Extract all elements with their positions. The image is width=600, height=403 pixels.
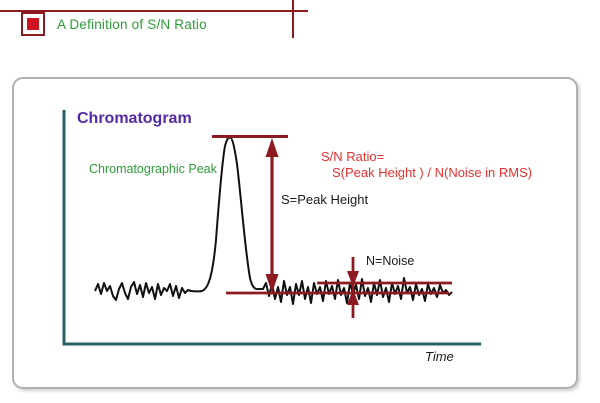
signal-height-label: S=Peak Height — [281, 192, 369, 207]
bullet-square-fill — [27, 18, 39, 30]
header-vertical-rule — [292, 0, 294, 38]
x-axis-label: Time — [425, 349, 454, 364]
sn-ratio-formula-line1: S/N Ratio= — [321, 149, 385, 164]
slide-title: A Definition of S/N Ratio — [57, 17, 207, 32]
header-horizontal-rule — [0, 10, 308, 12]
sn-ratio-formula-line2: S(Peak Height ) / N(Noise in RMS) — [332, 165, 533, 180]
diagram-title: Chromatogram — [77, 110, 192, 127]
bullet-square-icon — [21, 12, 45, 36]
peak-label: Chromatographic Peak — [89, 162, 217, 176]
noise-label: N=Noise — [366, 254, 415, 268]
